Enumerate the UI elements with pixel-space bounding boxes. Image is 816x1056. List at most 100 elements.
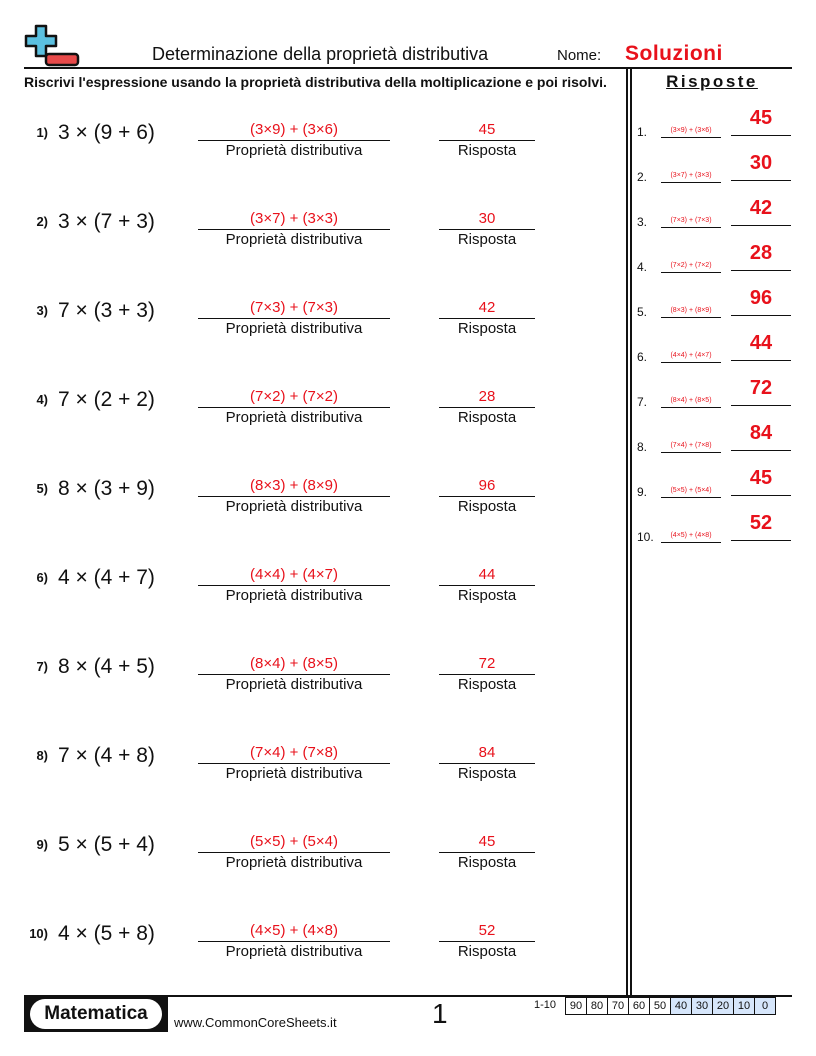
distributive-field: (7×4) + (7×8) Proprietà distributiva <box>198 744 390 782</box>
distributive-answer: (4×5) + (4×8) <box>198 922 390 942</box>
distributive-answer: (4×4) + (4×7) <box>198 566 390 586</box>
answer-key-row: 5. (8×3) + (8×9) 96 <box>637 287 797 331</box>
answer-value: 28 <box>439 388 535 408</box>
answer-caption: Risposta <box>457 142 517 159</box>
answer-value: 45 <box>439 833 535 853</box>
distributive-field: (7×3) + (7×3) Proprietà distributiva <box>198 299 390 337</box>
score-cell: 40 <box>671 998 692 1014</box>
key-answer: 96 <box>731 287 791 316</box>
answer-field: 84 Risposta <box>439 744 535 782</box>
key-number: 6. <box>637 350 648 364</box>
key-answer: 72 <box>731 377 791 406</box>
column-divider <box>626 68 628 995</box>
key-distributive: (5×5) + (5×4) <box>661 487 721 498</box>
key-answer: 45 <box>731 107 791 136</box>
distributive-answer: (5×5) + (5×4) <box>198 833 390 853</box>
problem-expression: 4 × (5 + 8) <box>58 922 155 945</box>
key-answer: 45 <box>731 467 791 496</box>
key-distributive: (8×3) + (8×9) <box>661 307 721 318</box>
answer-caption: Risposta <box>457 943 517 960</box>
distributive-field: (8×4) + (8×5) Proprietà distributiva <box>198 655 390 693</box>
problem-expression: 7 × (3 + 3) <box>58 299 155 322</box>
distributive-field: (5×5) + (5×4) Proprietà distributiva <box>198 833 390 871</box>
answer-key-row: 6. (4×4) + (4×7) 44 <box>637 332 797 376</box>
problem-number: 9) <box>36 837 48 852</box>
header-divider <box>24 67 792 69</box>
problem-row: 3) 7 × (3 + 3) (7×3) + (7×3) Proprietà dist… <box>0 299 620 369</box>
key-number: 5. <box>637 305 648 319</box>
answer-value: 96 <box>439 477 535 497</box>
problem-expression: 3 × (7 + 3) <box>58 210 155 233</box>
score-cell: 70 <box>608 998 629 1014</box>
score-cell: 20 <box>713 998 734 1014</box>
distributive-field: (3×9) + (3×6) Proprietà distributiva <box>198 121 390 159</box>
distributive-caption: Proprietà distributiva <box>225 498 363 515</box>
problem-number: 10) <box>29 926 48 941</box>
score-cell: 80 <box>587 998 608 1014</box>
problem-expression: 7 × (2 + 2) <box>58 388 155 411</box>
problem-number: 7) <box>36 659 48 674</box>
answer-key-row: 9. (5×5) + (5×4) 45 <box>637 467 797 511</box>
distributive-answer: (7×2) + (7×2) <box>198 388 390 408</box>
distributive-caption: Proprietà distributiva <box>225 943 363 960</box>
distributive-caption: Proprietà distributiva <box>225 676 363 693</box>
instructions: Riscrivi l'espressione usando la proprie… <box>24 74 607 90</box>
answer-field: 42 Risposta <box>439 299 535 337</box>
score-cell: 30 <box>692 998 713 1014</box>
footer-divider <box>24 995 792 997</box>
key-number: 3. <box>637 215 648 229</box>
problem-row: 2) 3 × (7 + 3) (3×7) + (3×3) Proprietà dist… <box>0 210 620 280</box>
key-distributive: (7×4) + (7×8) <box>661 442 721 453</box>
answer-caption: Risposta <box>457 587 517 604</box>
problem-row: 6) 4 × (4 + 7) (4×4) + (4×7) Proprietà dist… <box>0 566 620 636</box>
answer-field: 72 Risposta <box>439 655 535 693</box>
answer-key-row: 2. (3×7) + (3×3) 30 <box>637 152 797 196</box>
logo-plus-minus-icon <box>24 24 80 67</box>
website-link[interactable]: www.CommonCoreSheets.it <box>174 1015 337 1030</box>
problem-number: 2) <box>36 214 48 229</box>
answer-value: 52 <box>439 922 535 942</box>
key-number: 9. <box>637 485 648 499</box>
problem-number: 3) <box>36 303 48 318</box>
problem-row: 8) 7 × (4 + 8) (7×4) + (7×8) Proprietà dist… <box>0 744 620 814</box>
distributive-caption: Proprietà distributiva <box>225 142 363 159</box>
score-cell: 50 <box>650 998 671 1014</box>
distributive-field: (8×3) + (8×9) Proprietà distributiva <box>198 477 390 515</box>
key-distributive: (3×9) + (3×6) <box>661 127 721 138</box>
answer-caption: Risposta <box>457 231 517 248</box>
key-number: 7. <box>637 395 648 409</box>
brand-label: Matematica <box>30 999 162 1029</box>
distributive-answer: (7×3) + (7×3) <box>198 299 390 319</box>
key-answer: 42 <box>731 197 791 226</box>
answer-key-row: 10. (4×5) + (4×8) 52 <box>637 512 797 556</box>
answer-field: 96 Risposta <box>439 477 535 515</box>
answer-field: 44 Risposta <box>439 566 535 604</box>
problem-row: 1) 3 × (9 + 6) (3×9) + (3×6) Proprietà dist… <box>0 121 620 191</box>
key-distributive: (4×5) + (4×8) <box>661 532 721 543</box>
problem-number: 8) <box>36 748 48 763</box>
distributive-answer: (8×3) + (8×9) <box>198 477 390 497</box>
score-table: 90 80 70 60 50 40 30 20 10 0 <box>565 997 776 1015</box>
worksheet-title: Determinazione della proprietà distribut… <box>152 44 489 64</box>
key-distributive: (7×2) + (7×2) <box>661 262 721 273</box>
distributive-caption: Proprietà distributiva <box>225 854 363 871</box>
answer-caption: Risposta <box>457 320 517 337</box>
problem-number: 5) <box>36 481 48 496</box>
answer-key-title: Risposte <box>666 72 758 91</box>
problem-expression: 8 × (3 + 9) <box>58 477 155 500</box>
answer-key-row: 7. (8×4) + (8×5) 72 <box>637 377 797 421</box>
key-answer: 84 <box>731 422 791 451</box>
distributive-field: (3×7) + (3×3) Proprietà distributiva <box>198 210 390 248</box>
key-number: 2. <box>637 170 648 184</box>
answer-value: 45 <box>439 121 535 141</box>
problem-number: 1) <box>36 125 48 140</box>
answer-key-row: 3. (7×3) + (7×3) 42 <box>637 197 797 241</box>
problem-row: 5) 8 × (3 + 9) (8×3) + (8×9) Proprietà dist… <box>0 477 620 547</box>
name-value: Soluzioni <box>625 42 723 65</box>
problem-expression: 7 × (4 + 8) <box>58 744 155 767</box>
problem-row: 7) 8 × (4 + 5) (8×4) + (8×5) Proprietà dist… <box>0 655 620 725</box>
key-number: 4. <box>637 260 648 274</box>
answer-key-row: 1. (3×9) + (3×6) 45 <box>637 107 797 151</box>
distributive-answer: (3×7) + (3×3) <box>198 210 390 230</box>
distributive-answer: (7×4) + (7×8) <box>198 744 390 764</box>
